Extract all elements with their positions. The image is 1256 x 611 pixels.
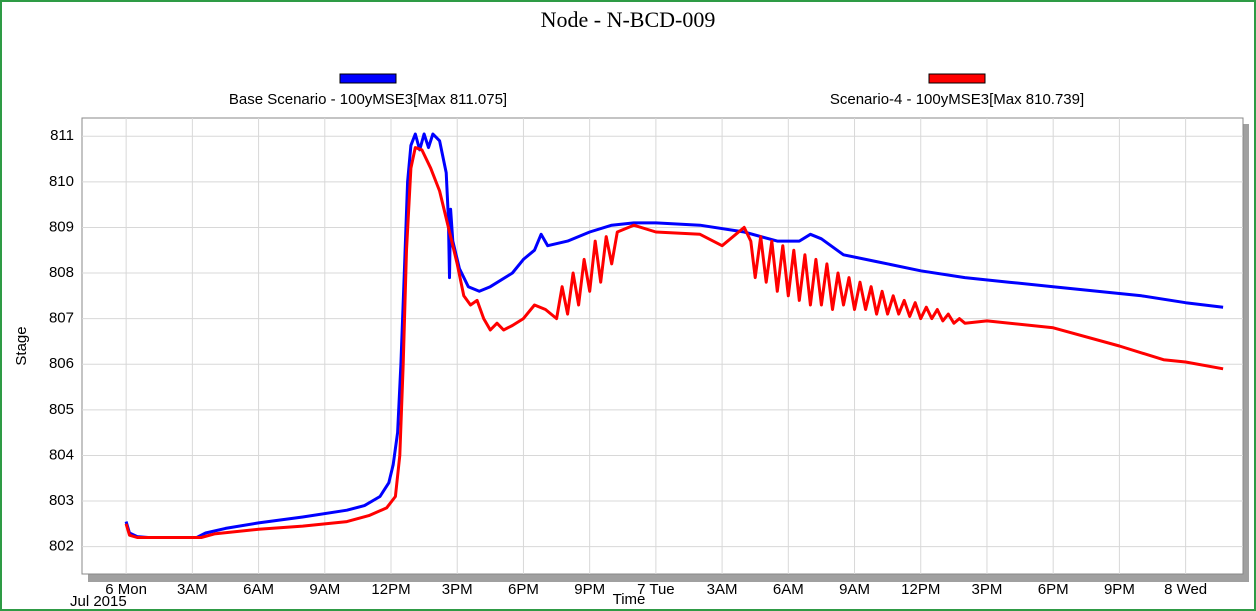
x-axis-note: Jul 2015 [70, 593, 127, 610]
x-tick-label: 9PM [1104, 581, 1135, 598]
x-tick-label: 3PM [442, 581, 473, 598]
y-tick-label: 807 [49, 310, 74, 327]
x-tick-label: 3AM [177, 581, 208, 598]
x-axis-label: Time [613, 591, 646, 608]
legend-swatch [339, 73, 397, 84]
y-tick-label: 811 [50, 127, 74, 144]
legend-label: Base Scenario - 100yMSE3[Max 811.075] [229, 91, 507, 108]
x-tick-label: 6PM [508, 581, 539, 598]
x-tick-label: 6AM [773, 581, 804, 598]
x-tick-label: 6AM [243, 581, 274, 598]
chart-title: Node - N-BCD-009 [541, 7, 716, 32]
legend-label: Scenario-4 - 100yMSE3[Max 810.739] [830, 91, 1084, 108]
y-tick-label: 808 [49, 264, 74, 281]
y-tick-label: 809 [49, 218, 74, 235]
y-axis-label: Stage [13, 326, 30, 365]
x-tick-label: 3AM [707, 581, 738, 598]
x-tick-label: 6PM [1038, 581, 1069, 598]
y-tick-label: 804 [49, 446, 74, 463]
series-line [124, 146, 1224, 539]
x-tick-label: 12PM [371, 581, 410, 598]
x-tick-label: 8 Wed [1164, 581, 1207, 598]
x-tick-label: 9PM [574, 581, 605, 598]
plot-area [81, 117, 1244, 575]
x-tick-label: 12PM [901, 581, 940, 598]
x-tick-label: 9AM [309, 581, 340, 598]
x-tick-label: 9AM [839, 581, 870, 598]
y-tick-label: 802 [49, 538, 74, 555]
legend-swatch [928, 73, 986, 84]
x-tick-label: 7 Tue [637, 581, 675, 598]
x-tick-label: 3PM [972, 581, 1003, 598]
x-tick-label: 6 Mon [105, 581, 147, 598]
y-tick-label: 806 [49, 355, 74, 372]
y-tick-label: 810 [49, 173, 74, 190]
y-tick-label: 805 [49, 401, 74, 418]
y-tick-label: 803 [49, 492, 74, 509]
